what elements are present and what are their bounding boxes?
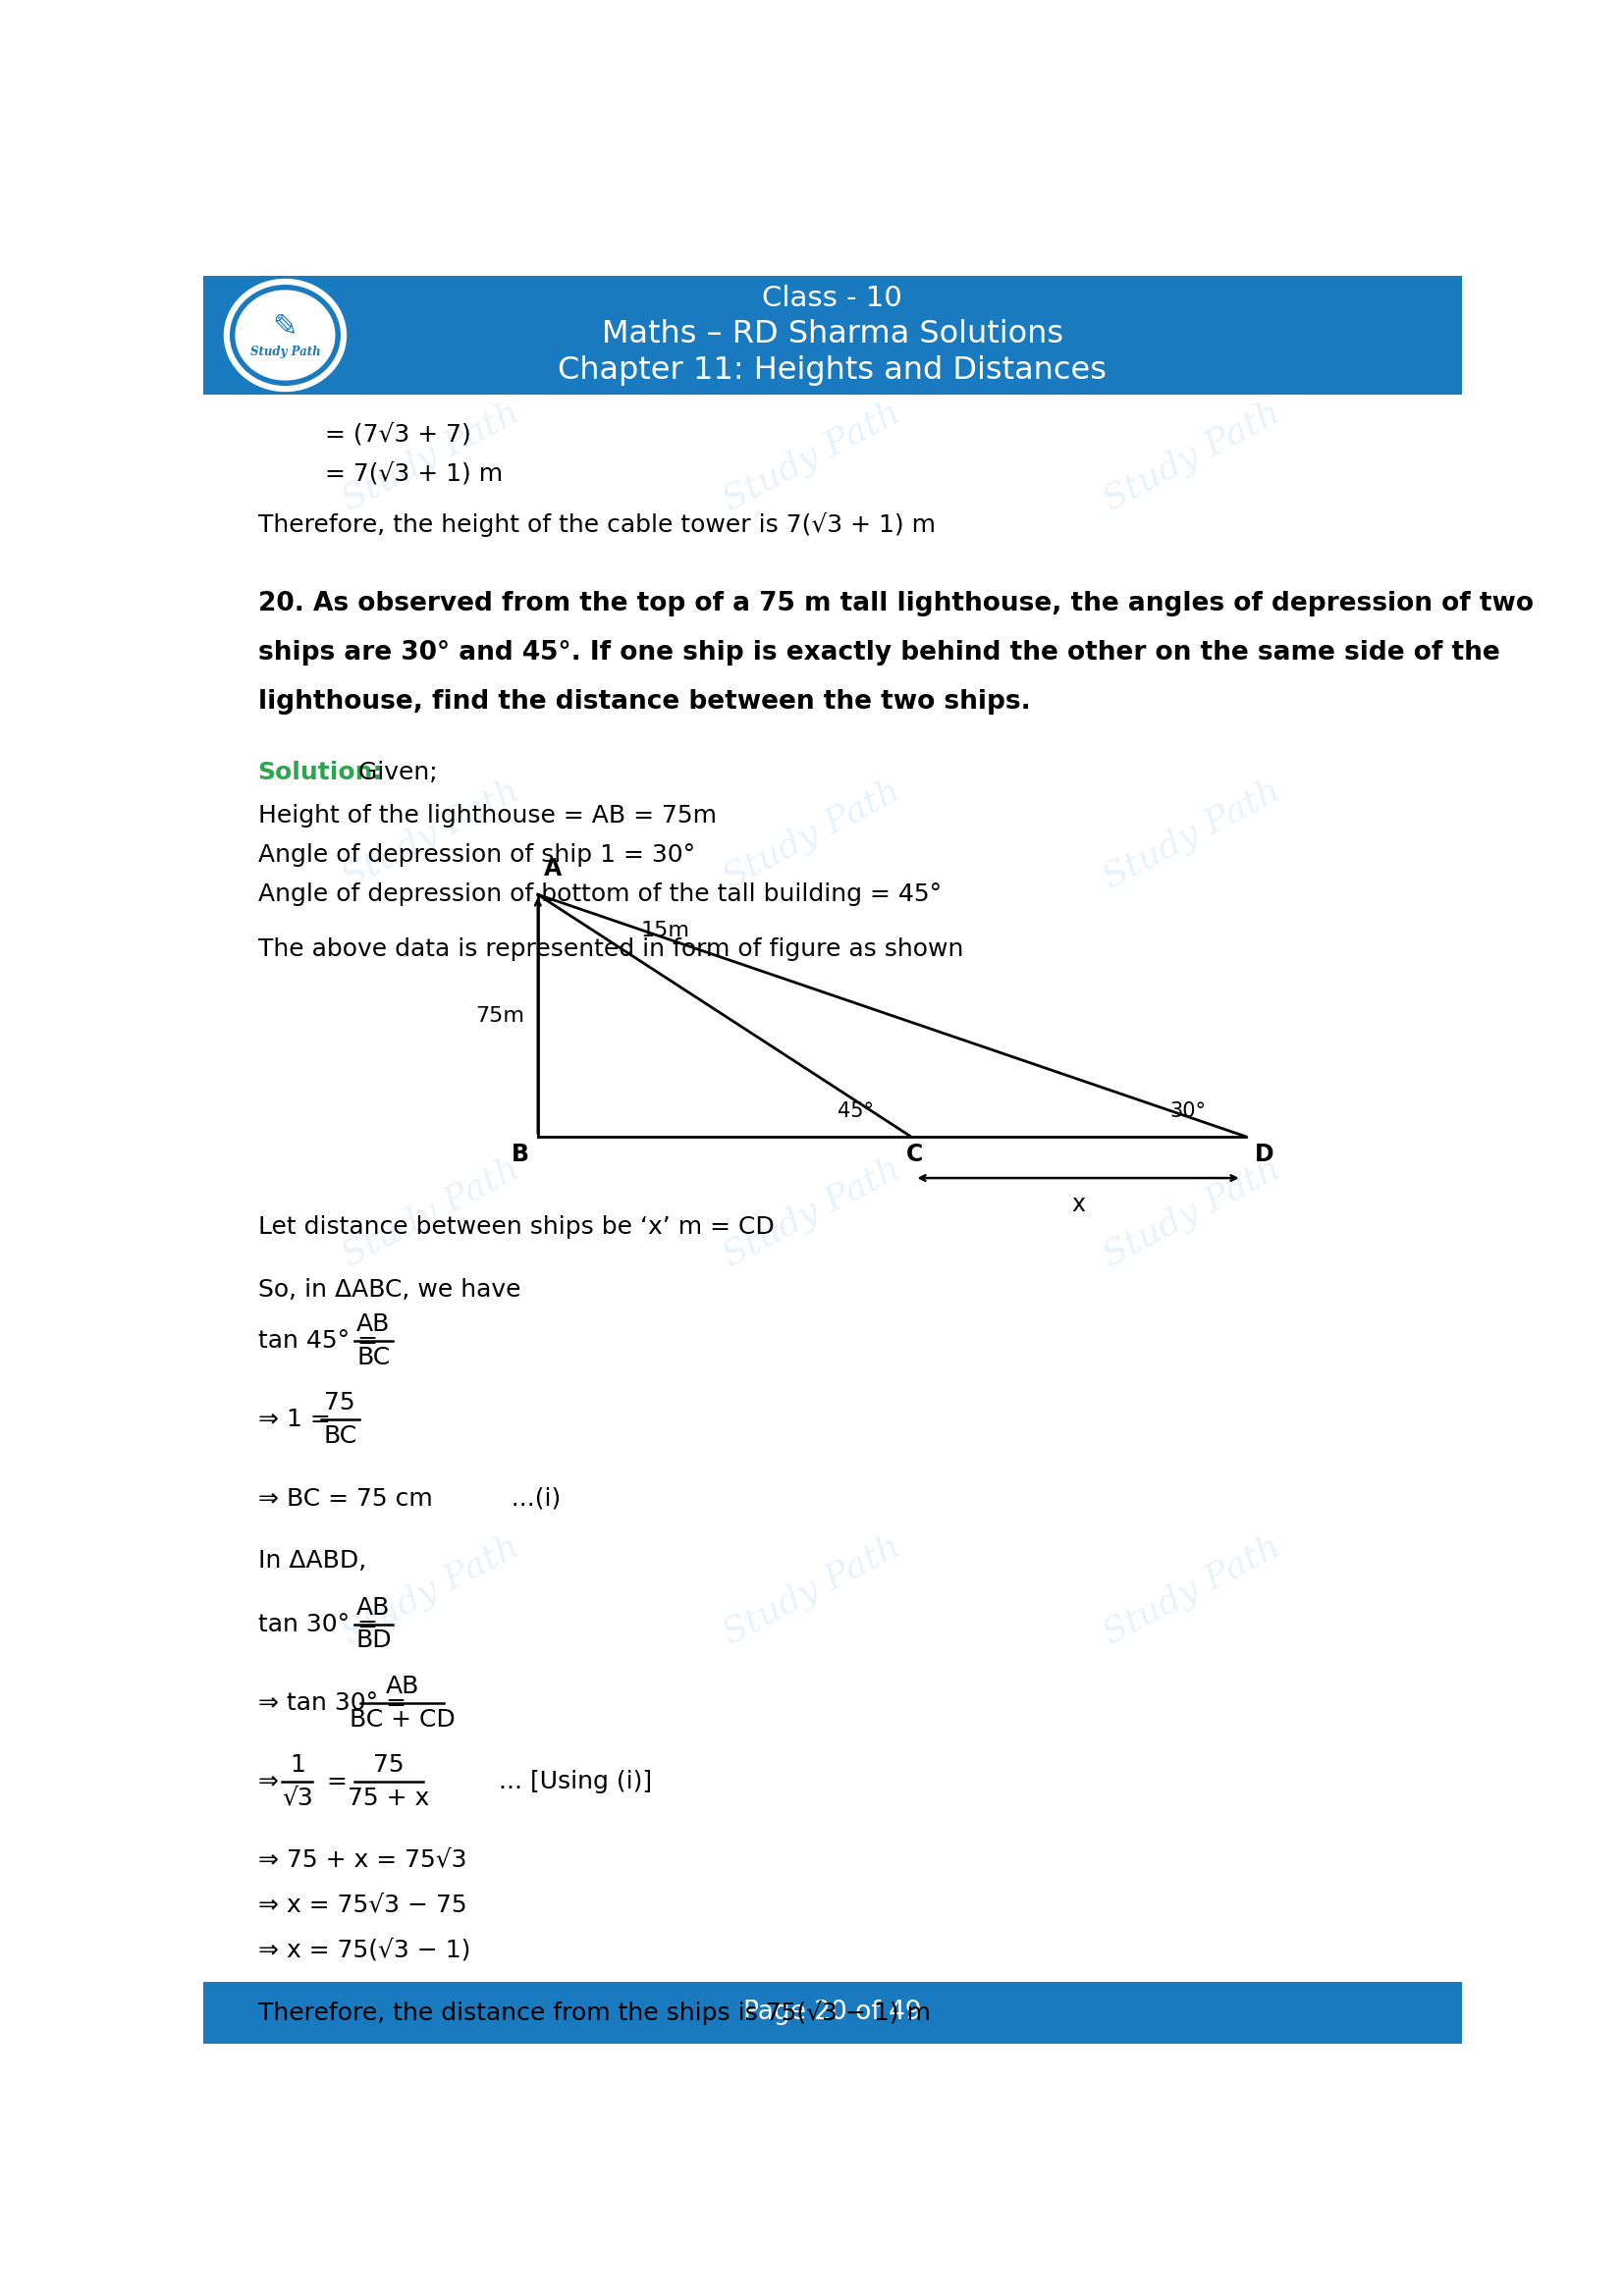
- Text: 75 + x: 75 + x: [348, 1786, 429, 1809]
- Text: AB: AB: [385, 1674, 419, 1697]
- Text: D: D: [1255, 1143, 1273, 1166]
- Text: ⇒ x = 75(√3 − 1): ⇒ x = 75(√3 − 1): [258, 1938, 471, 1963]
- Text: A: A: [544, 856, 562, 882]
- Text: Chapter 11: Heights and Distances: Chapter 11: Heights and Distances: [559, 356, 1106, 386]
- Text: C: C: [906, 1143, 922, 1166]
- Text: √3: √3: [283, 1786, 313, 1809]
- Text: Let distance between ships be ‘x’ m = CD: Let distance between ships be ‘x’ m = CD: [258, 1215, 775, 1240]
- Text: Study Path: Study Path: [336, 774, 526, 895]
- Text: tan 30° =: tan 30° =: [258, 1612, 377, 1635]
- Text: Given;: Given;: [351, 760, 437, 783]
- Text: AB: AB: [357, 1596, 390, 1619]
- Text: Study Path: Study Path: [1098, 395, 1286, 517]
- Text: Study Path: Study Path: [336, 1150, 526, 1272]
- Text: 75m: 75m: [476, 1006, 525, 1026]
- Text: B: B: [512, 1143, 529, 1166]
- Text: Study Path: Study Path: [1098, 1529, 1286, 1651]
- Text: Study Path: Study Path: [718, 774, 906, 895]
- Text: 30°: 30°: [1169, 1102, 1207, 1120]
- Text: ⇒ 75 + x = 75√3: ⇒ 75 + x = 75√3: [258, 1848, 466, 1871]
- Text: x: x: [1072, 1194, 1085, 1217]
- Text: Therefore, the distance from the ships is 75(√3 − 1) m: Therefore, the distance from the ships i…: [258, 2000, 931, 2025]
- Text: = (7√3 + 7): = (7√3 + 7): [325, 422, 471, 445]
- Text: Page 20 of 49: Page 20 of 49: [744, 2000, 921, 2025]
- Text: ... [Using (i)]: ... [Using (i)]: [499, 1770, 653, 1793]
- Ellipse shape: [224, 280, 346, 390]
- Text: Study Path: Study Path: [250, 344, 320, 358]
- Text: ⇒ 1 =: ⇒ 1 =: [258, 1407, 330, 1430]
- Text: Study Path: Study Path: [1098, 774, 1286, 895]
- Text: Study Path: Study Path: [718, 1150, 906, 1272]
- Text: 20. As observed from the top of a 75 m tall lighthouse, the angles of depression: 20. As observed from the top of a 75 m t…: [258, 590, 1533, 615]
- Text: ⇒ tan 30° =: ⇒ tan 30° =: [258, 1690, 406, 1715]
- Text: 75: 75: [374, 1752, 404, 1777]
- FancyBboxPatch shape: [203, 276, 1462, 395]
- Text: lighthouse, find the distance between the two ships.: lighthouse, find the distance between th…: [258, 689, 1030, 714]
- Text: Therefore, the height of the cable tower is 7(√3 + 1) m: Therefore, the height of the cable tower…: [258, 512, 935, 537]
- Text: =: =: [326, 1770, 348, 1793]
- Text: 45°: 45°: [838, 1102, 874, 1120]
- Text: BC: BC: [357, 1345, 390, 1368]
- Text: AB: AB: [357, 1313, 390, 1336]
- Text: Maths – RD Sharma Solutions: Maths – RD Sharma Solutions: [601, 319, 1064, 349]
- Ellipse shape: [235, 292, 335, 379]
- Text: Solution:: Solution:: [258, 760, 383, 783]
- FancyBboxPatch shape: [203, 1981, 1462, 2043]
- Text: Angle of depression of ship 1 = 30°: Angle of depression of ship 1 = 30°: [258, 843, 695, 866]
- Text: tan 45° =: tan 45° =: [258, 1329, 377, 1352]
- Text: Study Path: Study Path: [336, 395, 526, 517]
- Text: Study Path: Study Path: [718, 395, 906, 517]
- Text: Study Path: Study Path: [718, 1529, 906, 1651]
- Text: Class - 10: Class - 10: [762, 285, 903, 312]
- Text: Height of the lighthouse = AB = 75m: Height of the lighthouse = AB = 75m: [258, 804, 716, 827]
- Text: ⇒: ⇒: [258, 1770, 278, 1793]
- Text: BC: BC: [323, 1424, 357, 1449]
- Text: ✎: ✎: [273, 312, 297, 340]
- Text: In ΔABD,: In ΔABD,: [258, 1550, 365, 1573]
- Text: = 7(√3 + 1) m: = 7(√3 + 1) m: [325, 461, 502, 484]
- Text: BD: BD: [356, 1628, 391, 1653]
- Text: Study Path: Study Path: [1098, 1150, 1286, 1272]
- Text: Study Path: Study Path: [336, 1529, 526, 1651]
- Text: BC + CD: BC + CD: [349, 1708, 455, 1731]
- Text: 1: 1: [289, 1752, 305, 1777]
- Ellipse shape: [231, 285, 339, 386]
- Text: 15m: 15m: [641, 921, 690, 939]
- Text: The above data is represented in form of figure as shown: The above data is represented in form of…: [258, 937, 963, 962]
- Text: So, in ΔABC, we have: So, in ΔABC, we have: [258, 1279, 520, 1302]
- Text: 75: 75: [325, 1391, 356, 1414]
- Text: ships are 30° and 45°. If one ship is exactly behind the other on the same side : ships are 30° and 45°. If one ship is ex…: [258, 641, 1499, 666]
- Text: ⇒ x = 75√3 − 75: ⇒ x = 75√3 − 75: [258, 1894, 466, 1917]
- Text: ⇒ BC = 75 cm          ...(i): ⇒ BC = 75 cm ...(i): [258, 1486, 560, 1511]
- Text: Angle of depression of bottom of the tall building = 45°: Angle of depression of bottom of the tal…: [258, 882, 942, 907]
